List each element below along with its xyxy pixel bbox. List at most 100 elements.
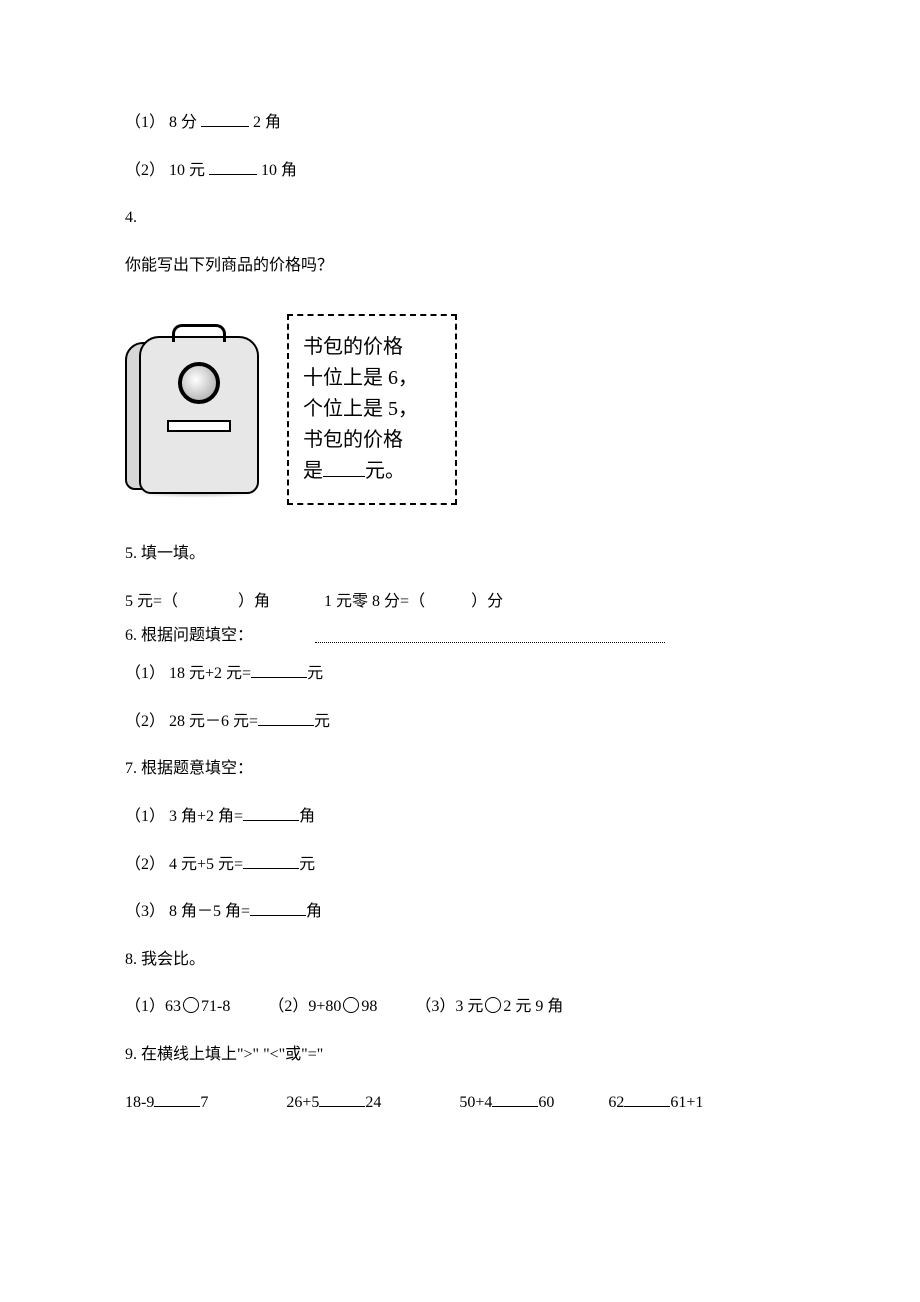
- answer-blank[interactable]: [492, 1091, 538, 1107]
- compare-circle-icon[interactable]: [343, 997, 359, 1013]
- left: 63: [165, 998, 181, 1015]
- q5-p1a: 5 元=（: [125, 593, 178, 610]
- q8-number: 8.: [125, 951, 137, 968]
- q6-title: 根据问题填空：: [141, 627, 253, 644]
- q7-item-1: （1） 3 角+2 角= 角: [125, 804, 795, 830]
- p1-right: 7: [200, 1094, 208, 1111]
- index: （2）: [268, 998, 308, 1015]
- unit: 元: [307, 665, 323, 682]
- index: （1）: [125, 998, 165, 1015]
- price-blank[interactable]: [323, 459, 365, 477]
- q5-row: 5 元=（ ）角 1 元零 8 分=（ ）分: [125, 589, 795, 615]
- unit: 元: [299, 856, 315, 873]
- index: （1）: [125, 114, 165, 131]
- q5-p1b: ）角: [238, 593, 270, 610]
- expr: 3 角+2 角=: [169, 808, 243, 825]
- unit: 元: [314, 713, 330, 730]
- expr: 28 元－6 元=: [169, 713, 258, 730]
- index: （3）: [415, 998, 455, 1015]
- q7-number: 7.: [125, 760, 137, 777]
- right: 71-8: [201, 998, 230, 1015]
- right-value: 10 角: [261, 162, 297, 179]
- label-l5-a: 是: [303, 460, 323, 482]
- index: （2）: [125, 856, 165, 873]
- answer-blank[interactable]: [624, 1091, 670, 1107]
- p4-right: 61+1: [670, 1094, 703, 1111]
- price-label-box: 书包的价格 十位上是 6， 个位上是 5， 书包的价格 是 元。: [287, 314, 457, 505]
- answer-blank[interactable]: [258, 710, 314, 726]
- p4-left: 62: [608, 1094, 624, 1111]
- answer-blank[interactable]: [243, 853, 299, 869]
- answer-blank[interactable]: [319, 1091, 365, 1107]
- q9-heading: 9. 在横线上填上">" "<"或"=": [125, 1042, 795, 1068]
- p3-right: 60: [538, 1094, 554, 1111]
- q9-number: 9.: [125, 1046, 137, 1063]
- bag-nameplate: [167, 420, 231, 432]
- q5-p2a: 1 元零 8 分=（: [324, 593, 425, 610]
- schoolbag-illustration: [125, 314, 265, 494]
- q6-number: 6.: [125, 627, 137, 644]
- q6-heading: 6. 根据问题填空：: [125, 623, 795, 649]
- q8-heading: 8. 我会比。: [125, 947, 795, 973]
- p2-right: 24: [365, 1094, 381, 1111]
- p3-left: 50+4: [459, 1094, 492, 1111]
- dotted-rule: [315, 642, 665, 643]
- q4-figure-row: 书包的价格 十位上是 6， 个位上是 5， 书包的价格 是 元。: [125, 314, 795, 505]
- q5-p2b: ）分: [471, 593, 503, 610]
- q4-prompt: 你能写出下列商品的价格吗？: [125, 253, 795, 279]
- p1-left: 18-9: [125, 1094, 154, 1111]
- compare-circle-icon[interactable]: [183, 997, 199, 1013]
- answer-blank[interactable]: [243, 805, 299, 821]
- q8-row: （1）63 71-8 （2）9+80 98 （3）3 元 2 元 9 角: [125, 994, 795, 1020]
- q8-title: 我会比。: [141, 951, 205, 968]
- label-l5-b: 元。: [365, 460, 405, 482]
- label-line-3: 个位上是 5，: [303, 394, 441, 425]
- label-line-5: 是 元。: [303, 456, 441, 487]
- left: 9+80: [308, 998, 341, 1015]
- q5-title: 填一填。: [141, 545, 205, 562]
- worksheet-page: （1） 8 分 2 角 （2） 10 元 10 角 4. 你能写出下列商品的价格…: [0, 0, 920, 1177]
- q6-item-1: （1） 18 元+2 元= 元: [125, 661, 795, 687]
- right: 98: [361, 998, 377, 1015]
- left-value: 8 分: [169, 114, 197, 131]
- bag-handle-icon: [172, 324, 226, 342]
- answer-blank[interactable]: [154, 1091, 200, 1107]
- label-line-1: 书包的价格: [303, 332, 441, 363]
- q7-item-3: （3） 8 角－5 角= 角: [125, 899, 795, 925]
- answer-blank[interactable]: [251, 662, 307, 678]
- q9-row: 18-9 7 26+5 24 50+4 60 62 61+1: [125, 1090, 795, 1116]
- index: （1）: [125, 665, 165, 682]
- expr: 18 元+2 元=: [169, 665, 251, 682]
- compare-circle-icon[interactable]: [485, 997, 501, 1013]
- q7-title: 根据题意填空：: [141, 760, 253, 777]
- unit: 角: [299, 808, 315, 825]
- left: 3 元: [455, 998, 483, 1015]
- right: 2 元 9 角: [503, 998, 563, 1015]
- q3-item-2: （2） 10 元 10 角: [125, 158, 795, 184]
- compare-blank[interactable]: [209, 159, 257, 175]
- bag-ring-icon: [178, 362, 220, 404]
- index: （2）: [125, 713, 165, 730]
- q5-heading: 5. 填一填。: [125, 541, 795, 567]
- q4-number: 4.: [125, 205, 795, 231]
- right-value: 2 角: [253, 114, 281, 131]
- p2-left: 26+5: [286, 1094, 319, 1111]
- unit: 角: [306, 903, 322, 920]
- label-line-2: 十位上是 6，: [303, 363, 441, 394]
- q3-item-1: （1） 8 分 2 角: [125, 110, 795, 136]
- label-line-4: 书包的价格: [303, 425, 441, 456]
- expr: 4 元+5 元=: [169, 856, 243, 873]
- index: （3）: [125, 903, 165, 920]
- expr: 8 角－5 角=: [169, 903, 250, 920]
- bag-front: [139, 336, 259, 494]
- q5-number: 5.: [125, 545, 137, 562]
- index: （2）: [125, 162, 165, 179]
- left-value: 10 元: [169, 162, 205, 179]
- answer-blank[interactable]: [250, 900, 306, 916]
- q7-heading: 7. 根据题意填空：: [125, 756, 795, 782]
- index: （1）: [125, 808, 165, 825]
- q7-item-2: （2） 4 元+5 元= 元: [125, 852, 795, 878]
- compare-blank[interactable]: [201, 111, 249, 127]
- q6-item-2: （2） 28 元－6 元= 元: [125, 709, 795, 735]
- q9-title: 在横线上填上">" "<"或"=": [141, 1046, 323, 1063]
